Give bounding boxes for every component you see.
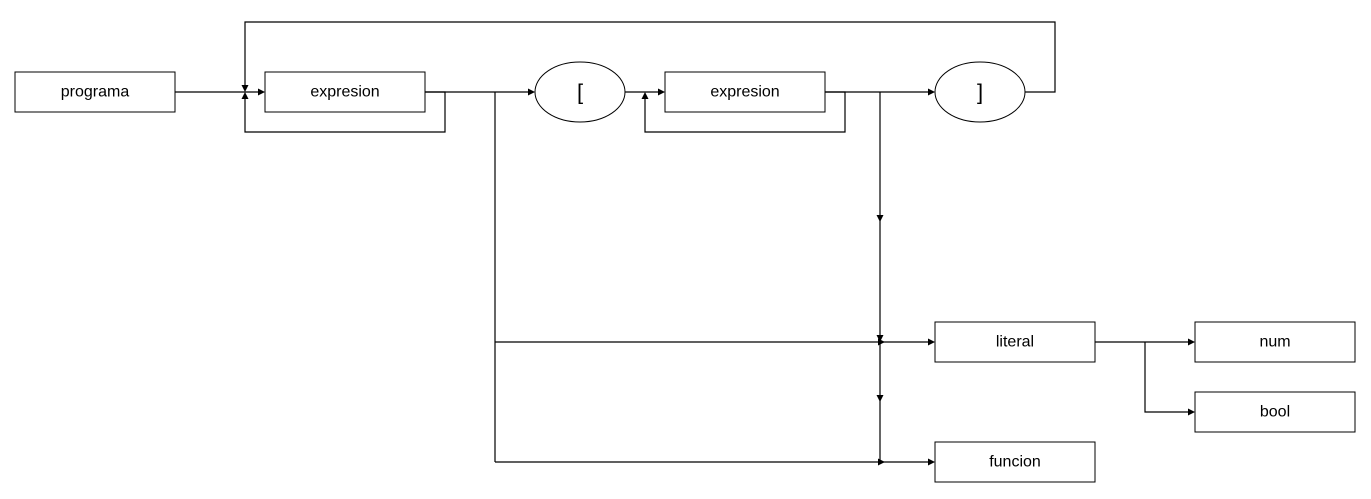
arrowhead-into-literal bbox=[928, 338, 935, 346]
edge-top-loop-return bbox=[244, 21, 1056, 93]
node-expresion-1-label: expresion bbox=[310, 84, 379, 101]
arrowheads bbox=[241, 85, 1195, 466]
arrowhead-into-funcion bbox=[928, 458, 935, 466]
arrowhead-vertical-literal-down bbox=[876, 335, 884, 342]
node-bool-label: bool bbox=[1260, 404, 1290, 421]
arrowhead-into-expresion-1 bbox=[258, 88, 265, 96]
node-programa: programa bbox=[14, 71, 176, 113]
node-expresion-2: expresion bbox=[664, 71, 826, 113]
node-funcion-label: funcion bbox=[989, 454, 1041, 471]
arrowhead-into-expresion-2 bbox=[658, 88, 665, 96]
node-num: num bbox=[1194, 321, 1356, 363]
node-literal-label: literal bbox=[996, 334, 1034, 351]
arrowhead-into-open-bracket bbox=[528, 88, 535, 96]
arrowhead-into-num bbox=[1188, 338, 1195, 346]
node-expresion-2-label: expresion bbox=[710, 84, 779, 101]
node-expresion-1: expresion bbox=[264, 71, 426, 113]
node-funcion: funcion bbox=[934, 441, 1096, 483]
node-literal: literal bbox=[934, 321, 1096, 363]
node-close-bracket: ] bbox=[934, 61, 1026, 123]
arrowhead-junction-funcion-row bbox=[878, 458, 885, 466]
node-num-label: num bbox=[1259, 334, 1290, 351]
arrowhead-vertical-low-down bbox=[876, 395, 884, 402]
edges bbox=[175, 21, 1189, 463]
arrowhead-expresion-2-loop-up bbox=[641, 92, 649, 99]
arrowhead-top-loop-down bbox=[241, 85, 249, 92]
node-open-bracket: [ bbox=[534, 61, 626, 123]
arrowhead-into-bool bbox=[1188, 408, 1195, 416]
node-close-bracket-label: ] bbox=[977, 80, 983, 105]
node-programa-label: programa bbox=[61, 84, 130, 101]
arrowhead-expresion-1-loop-up bbox=[241, 92, 249, 99]
arrowhead-into-close-bracket bbox=[928, 88, 935, 96]
edge-literal-to-bool bbox=[1144, 342, 1189, 413]
node-bool: bool bbox=[1194, 391, 1356, 433]
node-open-bracket-label: [ bbox=[577, 80, 583, 105]
arrowhead-vertical-mid-down bbox=[876, 215, 884, 222]
